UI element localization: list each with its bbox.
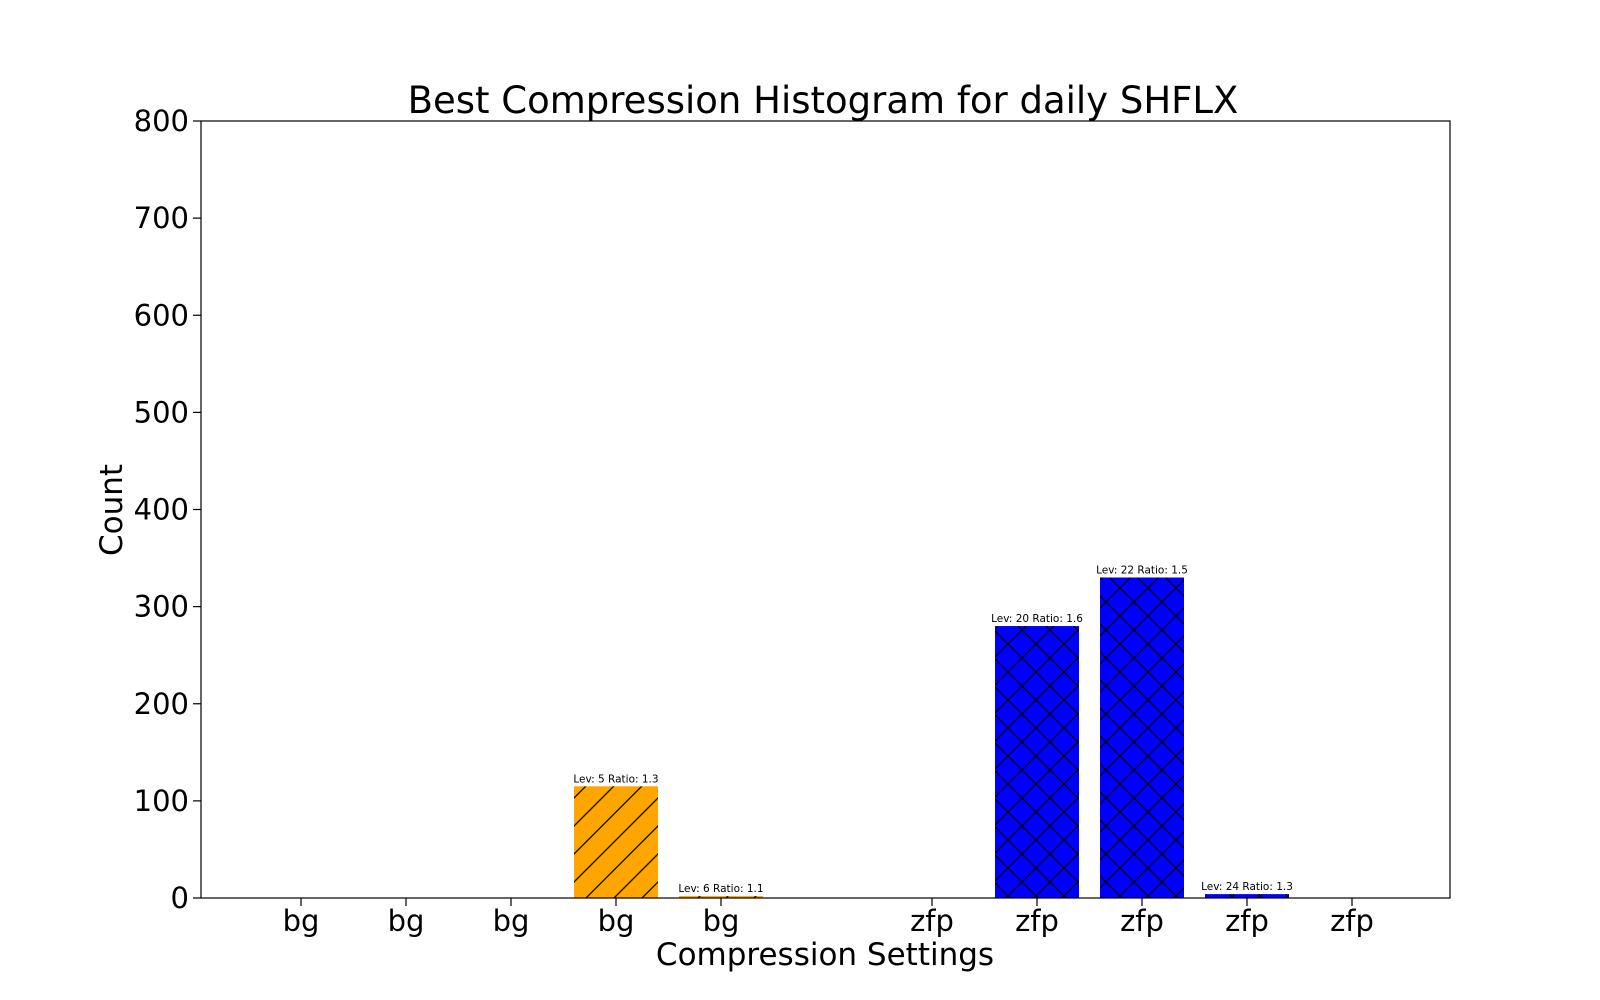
bar <box>995 626 1079 898</box>
x-tick-label: zfp <box>1330 904 1374 938</box>
bar-label: Lev: 22 Ratio: 1.5 <box>1096 564 1188 576</box>
bar-label: Lev: 24 Ratio: 1.3 <box>1201 881 1293 893</box>
y-tick-label: 200 <box>134 687 189 721</box>
y-axis-label: Count <box>94 464 130 556</box>
y-tick-label: 100 <box>134 784 189 818</box>
x-axis: bg bg bg bg bg zfp zfp zfp zfp zfp <box>283 898 1374 938</box>
chart-title: Best Compression Histogram for daily SHF… <box>408 79 1239 122</box>
x-tick-label: zfp <box>1225 904 1269 938</box>
x-tick-label: bg <box>598 904 635 938</box>
bar-label: Lev: 5 Ratio: 1.3 <box>573 773 658 785</box>
x-tick-label: bg <box>283 904 320 938</box>
y-tick-label: 400 <box>134 493 189 527</box>
plot-frame <box>200 120 1451 899</box>
x-tick-label: zfp <box>1015 904 1059 938</box>
bar <box>1205 894 1289 898</box>
y-tick-label: 700 <box>134 201 189 235</box>
y-tick-label: 300 <box>134 590 189 624</box>
x-axis-label: Compression Settings <box>656 937 994 973</box>
x-tick-label: bg <box>493 904 530 938</box>
y-tick-label: 500 <box>134 395 189 429</box>
y-tick-label: 0 <box>171 881 189 915</box>
bars-group: Lev: 5 Ratio: 1.3 Lev: 6 Ratio: 1.1 Lev: 2… <box>573 564 1293 898</box>
x-tick-label: zfp <box>910 904 954 938</box>
bar-label: Lev: 20 Ratio: 1.6 <box>991 613 1083 625</box>
x-tick-label: zfp <box>1120 904 1164 938</box>
x-tick-label: bg <box>703 904 740 938</box>
y-tick-label: 800 <box>134 104 189 138</box>
y-axis: 0 100 200 300 400 500 600 700 800 <box>134 104 201 915</box>
y-tick-label: 600 <box>134 298 189 332</box>
bar-label: Lev: 6 Ratio: 1.1 <box>678 883 763 895</box>
bar <box>1100 577 1184 898</box>
bar <box>574 786 658 898</box>
x-tick-label: bg <box>388 904 425 938</box>
bar <box>679 896 763 898</box>
